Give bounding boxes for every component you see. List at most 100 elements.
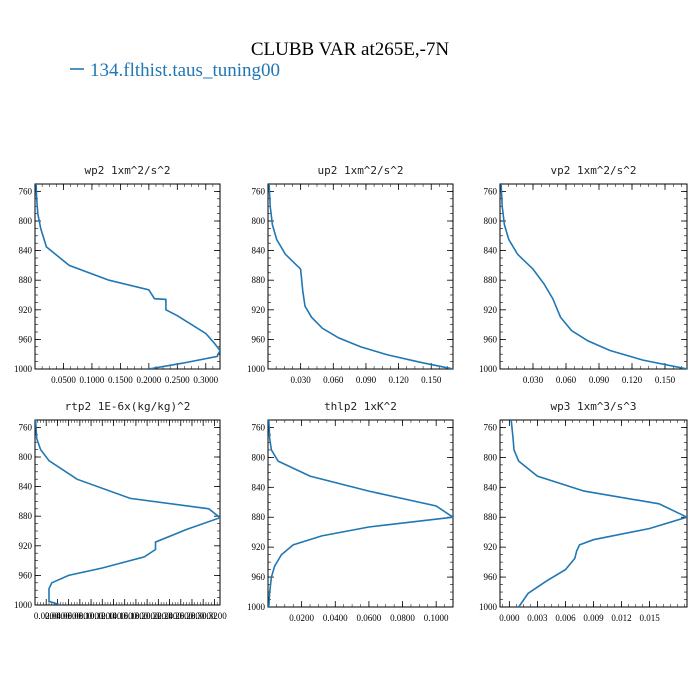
panel-4: rtp2 1E-6x(kg/kg)^2 760 800 840 880 920 960 100…: [14, 400, 227, 621]
x-tick-label: 0.2000: [135, 611, 160, 621]
y-tick-label: 920: [19, 305, 33, 315]
y-tick-label: 1000: [14, 600, 33, 610]
x-tick-label: 0.060: [323, 375, 344, 385]
y-tick-label: 920: [484, 305, 498, 315]
y-tick-label: 800: [484, 216, 498, 226]
x-tick-label: 0.090: [356, 375, 377, 385]
x-tick-label: 0.120: [388, 375, 409, 385]
figure-title: CLUBB VAR at265E,-7N: [251, 39, 450, 60]
y-tick-label: 920: [252, 542, 266, 552]
panel-6: wp3 1xm^3/s^3 760 800 840 880 920 960 10000.000…: [479, 400, 688, 623]
x-tick-label: 0.3200: [202, 611, 227, 621]
x-tick-label: 0.030: [291, 375, 312, 385]
y-tick-label: 800: [19, 452, 33, 462]
y-tick-label: 920: [484, 542, 498, 552]
y-tick-label: 760: [484, 422, 498, 432]
x-tick-label: 0.000: [499, 613, 520, 623]
x-tick-label: 0.2500: [165, 375, 190, 385]
series-line: [500, 184, 687, 369]
x-tick-label: 0.1000: [80, 375, 105, 385]
x-tick-label: 0.1200: [90, 611, 115, 621]
y-tick-label: 880: [252, 275, 266, 285]
y-tick-label: 760: [484, 186, 498, 196]
y-tick-label: 800: [484, 452, 498, 462]
panel-3: vp2 1xm^2/s^2 760 800 840 880 920 960 1000 0.030…: [479, 164, 688, 385]
x-tick-label: 0.060: [556, 375, 577, 385]
plot-frame: [267, 419, 454, 608]
panel-title: rtp2 1E-6x(kg/kg)^2: [65, 400, 191, 413]
x-tick-label: 0.090: [589, 375, 610, 385]
x-tick-label: 0.2200: [146, 611, 171, 621]
y-tick-label: 1000: [14, 364, 33, 374]
series-line: [35, 420, 220, 605]
x-tick-label: 0.006: [555, 613, 576, 623]
x-tick-label: 0.2600: [168, 611, 193, 621]
x-tick-label: 0.0600: [357, 613, 382, 623]
panel-5: thlp2 1xK^2 760 800 840 880 920 960 1000 0.0200 0…: [247, 400, 454, 623]
panel-2: up2 1xm^2/s^2 760 800 840 880 920 960 1000 0.030…: [247, 164, 454, 385]
x-tick-label: 0.150: [421, 375, 442, 385]
x-tick-label: 0.009: [583, 613, 604, 623]
y-tick-label: 760: [19, 422, 33, 432]
y-tick-label: 880: [484, 512, 498, 522]
plot-frame: [34, 183, 221, 370]
y-tick-label: 1000: [247, 364, 266, 374]
x-tick-label: 0.1500: [108, 375, 133, 385]
legend-label: 134.flthist.taus_tuning00: [90, 60, 280, 81]
x-tick-label: 0.0200: [289, 613, 314, 623]
y-tick-label: 760: [252, 186, 266, 196]
panel-title: thlp2 1xK^2: [324, 400, 397, 413]
y-tick-label: 1000: [479, 364, 498, 374]
y-tick-label: 800: [19, 216, 33, 226]
y-tick-label: 840: [252, 482, 266, 492]
series-line: [268, 184, 453, 369]
panel-title: up2 1xm^2/s^2: [317, 164, 403, 177]
x-tick-label: 0.030: [523, 375, 544, 385]
x-tick-label: 0.015: [639, 613, 660, 623]
y-tick-label: 960: [19, 570, 33, 580]
y-tick-label: 760: [19, 186, 33, 196]
y-tick-label: 880: [252, 512, 266, 522]
x-tick-label: 0.2400: [157, 611, 182, 621]
panel-title: wp2 1xm^2/s^2: [84, 164, 170, 177]
x-tick-label: 0.003: [527, 613, 548, 623]
y-tick-label: 840: [484, 482, 498, 492]
x-tick-label: 0.2800: [180, 611, 205, 621]
x-tick-label: 0.3000: [193, 375, 218, 385]
x-tick-label: 0.0400: [323, 613, 348, 623]
y-tick-label: 920: [252, 305, 266, 315]
y-tick-label: 840: [19, 246, 33, 256]
x-tick-label: 0.0500: [51, 375, 76, 385]
y-tick-label: 840: [484, 246, 498, 256]
x-tick-label: 0.1400: [101, 611, 126, 621]
x-tick-label: 0.150: [655, 375, 676, 385]
panel-1: wp2 1xm^2/s^2 760 800 840 880 920 960 1000 0.050…: [14, 164, 221, 385]
y-tick-label: 960: [484, 572, 498, 582]
panel-title: wp3 1xm^3/s^3: [550, 400, 636, 413]
y-tick-label: 880: [484, 275, 498, 285]
plot-frame: [499, 419, 688, 608]
x-tick-label: 0.3000: [191, 611, 216, 621]
y-tick-label: 840: [19, 482, 33, 492]
x-tick-label: 0.1600: [112, 611, 137, 621]
series-line: [35, 184, 220, 369]
x-tick-label: 0.0800: [67, 611, 92, 621]
y-tick-label: 920: [19, 541, 33, 551]
x-tick-label: 0.120: [622, 375, 643, 385]
x-tick-label: 0.0800: [390, 613, 415, 623]
y-tick-label: 1000: [247, 602, 266, 612]
panels-group: wp2 1xm^2/s^2 760 800 840 880 920 960 1000 0.050…: [14, 164, 688, 623]
x-tick-label: 0.0200: [34, 611, 59, 621]
y-tick-label: 800: [252, 216, 266, 226]
x-tick-label: 0.1800: [124, 611, 149, 621]
y-tick-label: 840: [252, 246, 266, 256]
y-tick-label: 960: [252, 572, 266, 582]
x-tick-label: 0.0600: [56, 611, 81, 621]
x-tick-label: 0.1000: [424, 613, 449, 623]
x-tick-label: 0.0400: [45, 611, 70, 621]
y-tick-label: 880: [19, 275, 33, 285]
y-tick-label: 760: [252, 422, 266, 432]
x-tick-label: 0.2000: [136, 375, 161, 385]
x-tick-label: 0.012: [611, 613, 631, 623]
